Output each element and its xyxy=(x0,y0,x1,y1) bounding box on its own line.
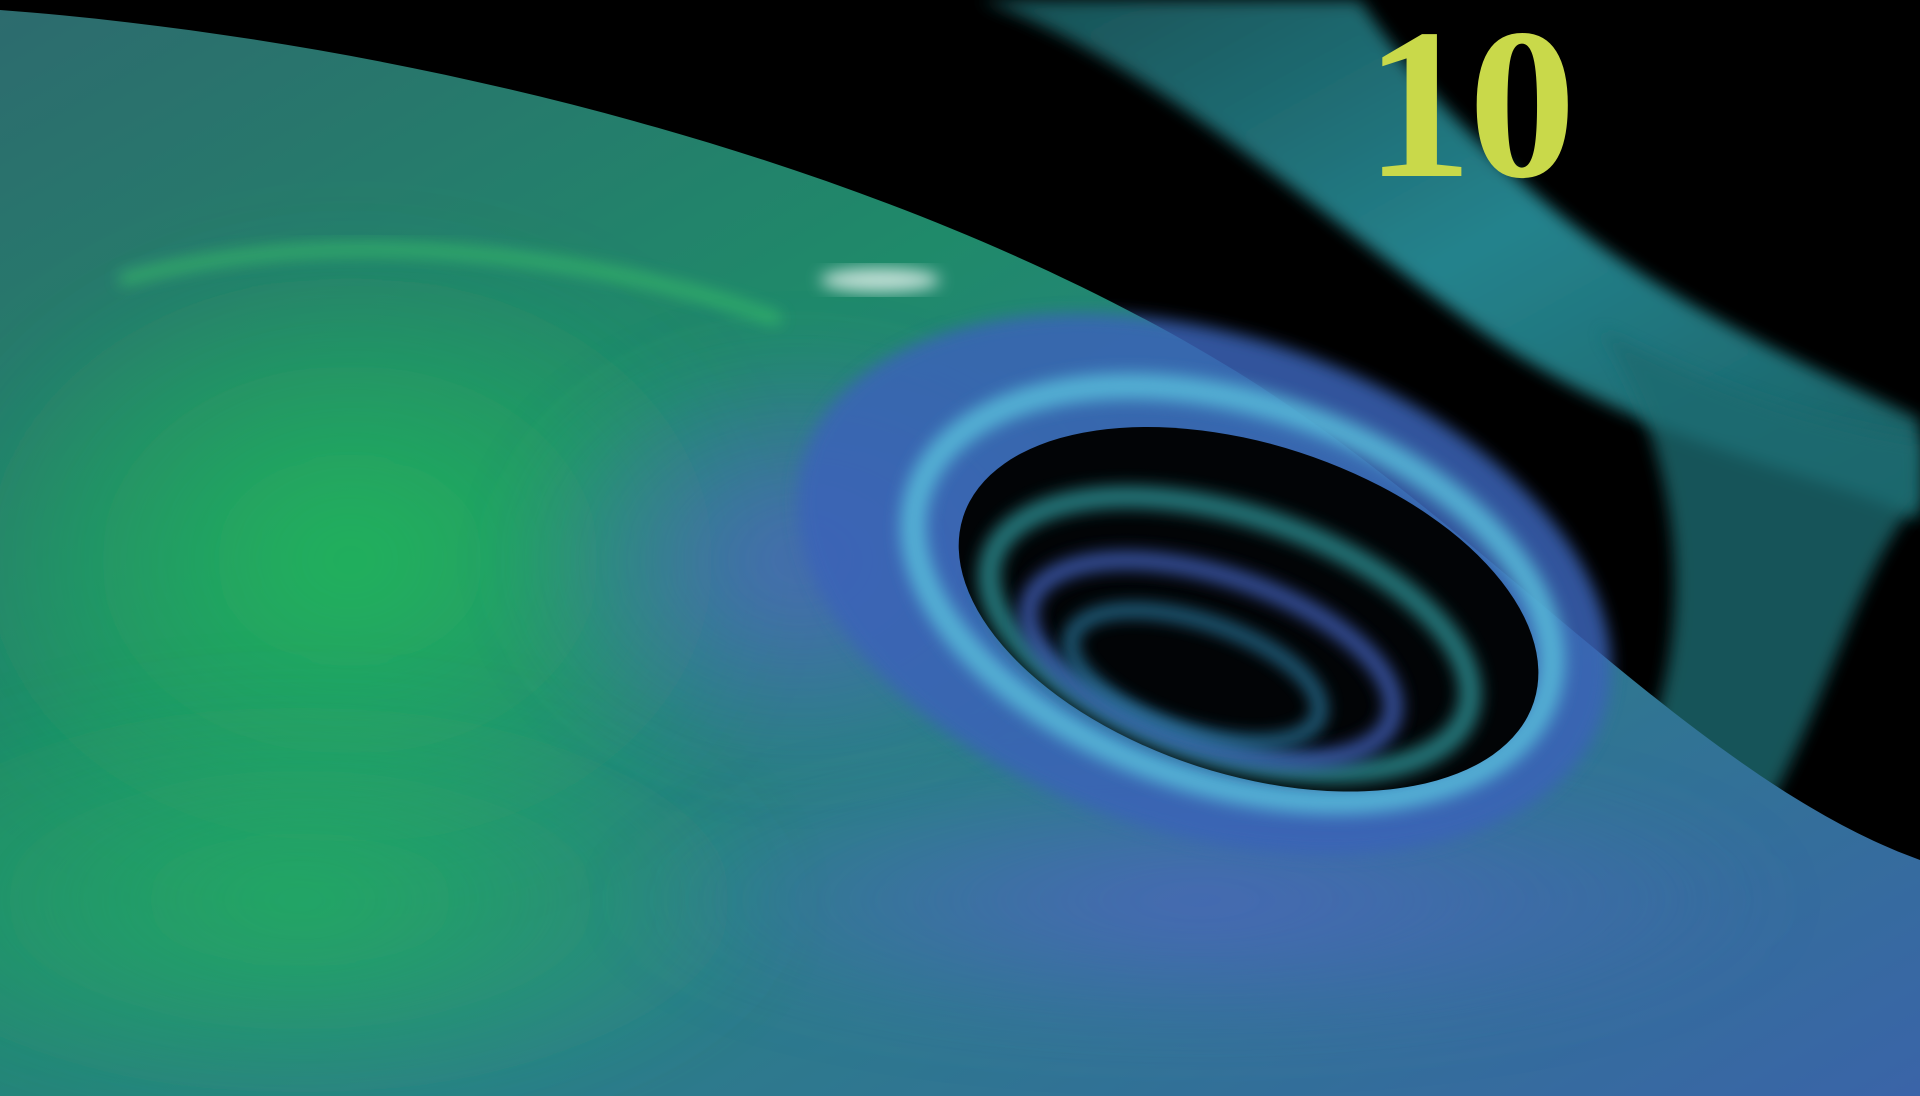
arc xyxy=(118,244,782,325)
highlight xyxy=(820,268,940,292)
ring xyxy=(1019,551,1403,770)
vortex xyxy=(797,313,1611,856)
green-glow xyxy=(0,680,800,1096)
ring xyxy=(900,373,1565,815)
overlay-number: 10 xyxy=(1365,0,1572,223)
ribbon-lower xyxy=(1600,330,1920,820)
ring xyxy=(1063,603,1328,750)
blue-glow xyxy=(600,760,1800,1040)
